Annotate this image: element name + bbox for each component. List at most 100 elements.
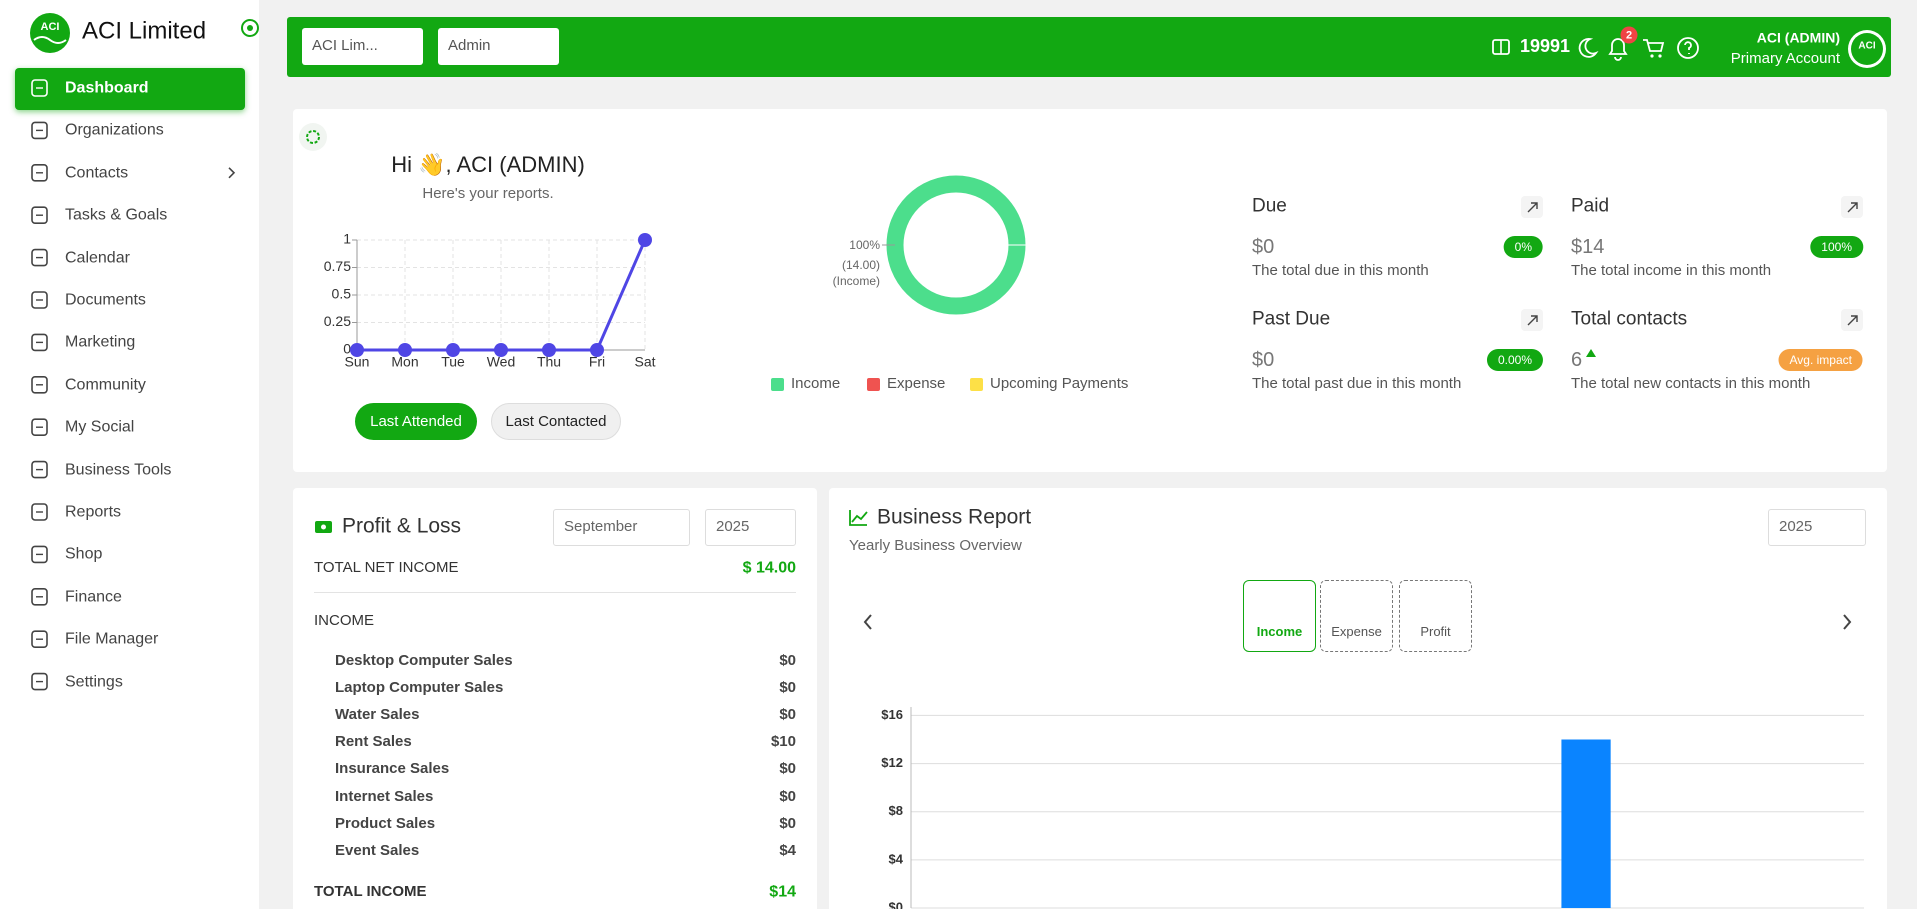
y-tick-label: 0.5 (332, 286, 352, 302)
organization-select[interactable] (302, 28, 423, 65)
stat-value: $0 (1252, 349, 1275, 371)
income-row-amount: $10 (770, 733, 796, 751)
menu-item[interactable]: Contacts (65, 164, 129, 182)
donut-label-percent: 100% (849, 237, 880, 252)
donut-slice (886, 175, 1026, 315)
income-row-amount: $0 (779, 679, 796, 697)
role-select[interactable] (438, 28, 559, 65)
line-point (590, 343, 604, 357)
card-title: Business Report (877, 505, 1032, 529)
menu-item[interactable]: Community (65, 376, 146, 394)
card-subtitle: Yearly Business Overview (849, 537, 1022, 554)
cart-wheel (1658, 54, 1662, 58)
menu-item[interactable]: Reports (65, 503, 122, 521)
menu-item[interactable]: Calendar (65, 249, 130, 266)
stat-value: $0 (1252, 236, 1275, 258)
year-select[interactable] (705, 509, 796, 546)
account-name: Primary Account (1730, 50, 1840, 67)
theme-toggle-icon (1578, 38, 1599, 58)
stat-description: The total income in this month (1571, 262, 1772, 279)
notifications-count: 2 (1626, 29, 1632, 41)
menu-item[interactable]: Business Tools (65, 461, 172, 478)
y-tick-label: 0.75 (324, 258, 351, 274)
menu-item[interactable]: Documents (65, 291, 146, 309)
stat-badge: 100% (1810, 236, 1863, 258)
stat-link-icon (1527, 315, 1538, 326)
y-tick-label: 0.25 (324, 313, 351, 329)
menu-icon (31, 375, 48, 394)
menu-icon (31, 121, 48, 140)
report-tab-label: Expense (1331, 624, 1382, 640)
legend-swatch (867, 378, 880, 391)
last-contacted-button[interactable]: Last Contacted (491, 403, 621, 440)
menu-icon (31, 503, 48, 521)
trend-up-icon (1586, 349, 1596, 357)
line-point (398, 343, 412, 357)
net-income-label: TOTAL NET INCOME (314, 559, 459, 576)
income-row-amount: $4 (779, 841, 796, 859)
line-point (638, 233, 652, 247)
total-income-label: TOTAL INCOME (314, 883, 427, 900)
month-select[interactable] (553, 509, 690, 546)
report-tab[interactable] (1243, 580, 1316, 652)
collapse-icon-dot (247, 25, 253, 31)
stat-description: The total due in this month (1252, 262, 1429, 279)
settings-icon-bg (299, 123, 327, 151)
income-row-amount: $0 (779, 787, 796, 805)
stat-badge: 0.00% (1486, 349, 1543, 371)
avatar-text: ACI (1858, 41, 1875, 52)
last-attended-button[interactable]: Last Attended (355, 403, 477, 440)
user-name: ACI (ADMIN) (1756, 29, 1840, 46)
report-tab-label: Income (1256, 624, 1303, 640)
submenu-chevron (228, 167, 236, 179)
bar (1561, 739, 1611, 908)
divider (314, 592, 796, 593)
y-tick-label: $4 (889, 851, 904, 866)
stat-link-icon (1847, 202, 1858, 213)
income-row-name: Product Sales (335, 814, 436, 832)
x-tick-label: Tue (441, 354, 465, 370)
card-title: Profit & Loss (342, 514, 462, 538)
line-point (446, 343, 460, 357)
business-report-card (829, 488, 1887, 909)
menu-item[interactable]: My Social (65, 418, 135, 436)
stat-description: The total past due in this month (1252, 375, 1462, 392)
stat-link-icon (1847, 315, 1858, 326)
x-tick-label: Sun (345, 354, 370, 370)
legend-label: Upcoming Payments (990, 375, 1129, 392)
stat-link-icon-bg (1521, 196, 1543, 218)
menu-item[interactable]: Tasks & Goals (65, 206, 168, 224)
income-row-name: Desktop Computer Sales (335, 652, 513, 669)
stat-link-icon-bg (1841, 196, 1863, 218)
income-row-name: Internet Sales (335, 787, 434, 805)
income-row-amount: $0 (779, 706, 796, 724)
menu-icon (31, 248, 48, 267)
menu-item[interactable]: Organizations (65, 121, 164, 139)
legend-swatch (970, 378, 983, 391)
organization-select-text: ACI Lim... (312, 37, 378, 54)
menu-item[interactable]: Dashboard (65, 79, 149, 97)
y-tick-label: $8 (889, 803, 903, 818)
report-tab[interactable] (1320, 580, 1393, 652)
menu-icon (31, 672, 48, 691)
menu-item[interactable]: Shop (65, 545, 103, 563)
menu-icon (31, 460, 48, 479)
next-arrow (1843, 614, 1852, 630)
report-year-select[interactable] (1768, 509, 1866, 546)
menu-item[interactable]: Finance (65, 588, 122, 606)
greeting: Hi 👋, ACI (ADMIN) (391, 151, 585, 177)
stat-value: 6 (1571, 349, 1583, 371)
menu-item[interactable]: File Manager (65, 630, 159, 648)
menu-item[interactable]: Settings (65, 673, 123, 690)
previous-arrow (863, 614, 872, 630)
line-point (542, 343, 556, 357)
profit-loss-icon-detail (321, 524, 326, 530)
report-tab[interactable] (1399, 580, 1472, 652)
line-point (350, 343, 364, 357)
menu-icon (31, 630, 48, 649)
stat-badge: Avg. impact (1778, 349, 1863, 371)
menu-icon (31, 587, 48, 606)
income-row-name: Water Sales (335, 706, 420, 724)
menu-item[interactable]: Marketing (65, 333, 136, 351)
